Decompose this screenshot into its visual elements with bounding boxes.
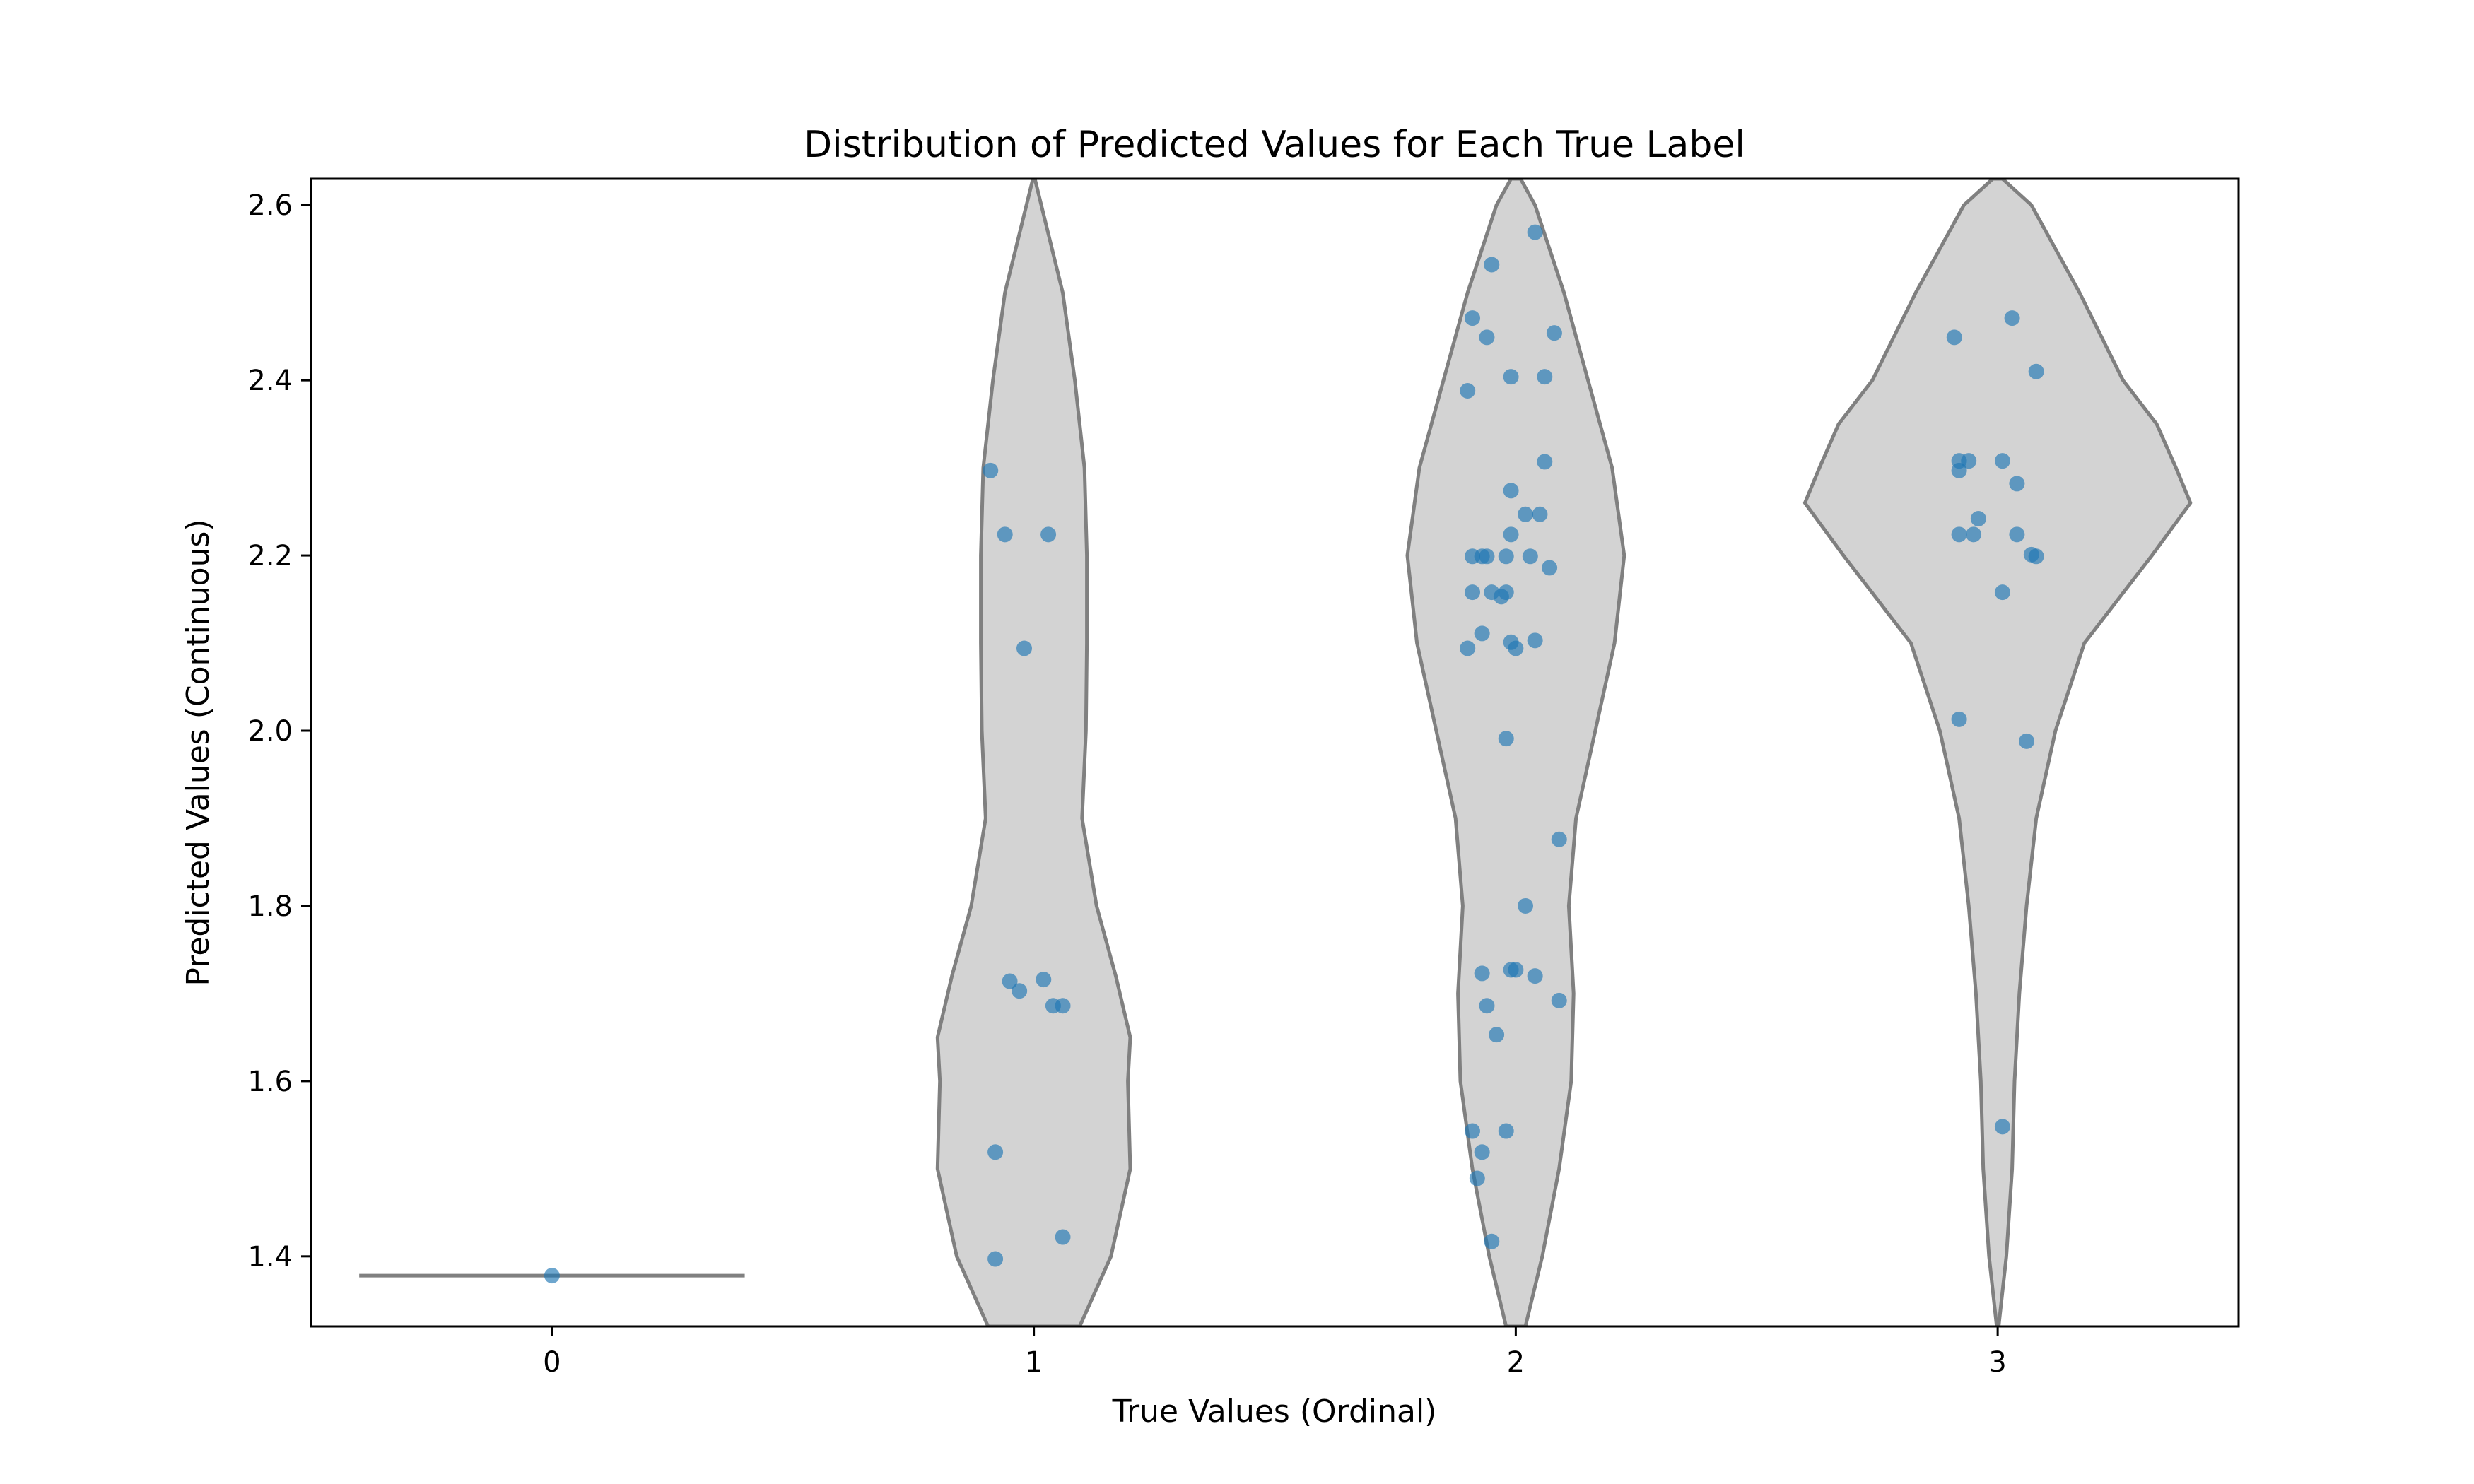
data-point <box>2009 526 2025 543</box>
data-point <box>1951 526 1967 543</box>
data-point <box>1508 962 1524 978</box>
x-tick-label: 0 <box>543 1346 561 1379</box>
data-point <box>1551 992 1567 1008</box>
data-point <box>1994 1119 2010 1135</box>
data-point <box>1489 1027 1505 1043</box>
y-axis-label: Predicted Values (Continuous) <box>180 519 216 986</box>
y-tick-label: 1.6 <box>247 1066 293 1098</box>
data-point <box>1527 632 1543 649</box>
data-point <box>1460 640 1476 656</box>
data-point <box>1465 1123 1481 1139</box>
data-point <box>1469 1170 1485 1186</box>
data-point <box>987 1144 1004 1160</box>
data-point <box>2028 548 2044 565</box>
data-point <box>1518 506 1534 522</box>
data-point <box>1465 584 1481 601</box>
y-tick-label: 2.0 <box>247 715 293 748</box>
data-point <box>1542 560 1558 576</box>
data-point <box>1474 625 1490 642</box>
data-point <box>1484 1233 1500 1249</box>
data-point <box>983 462 999 478</box>
y-tick-label: 2.4 <box>247 365 293 397</box>
chart-title: Distribution of Predicted Values for Eac… <box>804 124 1745 166</box>
data-point <box>2019 733 2035 749</box>
data-point <box>2028 363 2044 379</box>
y-axis: 1.4 1.6 1.8 2.0 2.2 2.4 2.6 <box>247 189 311 1273</box>
x-tick-label: 2 <box>1507 1346 1525 1379</box>
data-point <box>1002 973 1018 989</box>
data-point <box>1036 972 1052 988</box>
x-tick-label: 3 <box>1988 1346 2006 1379</box>
violin-3 <box>1802 179 2193 1326</box>
data-point <box>997 526 1013 543</box>
data-point <box>1537 454 1553 470</box>
y-tick-label: 1.4 <box>247 1241 293 1273</box>
data-point <box>1479 329 1495 346</box>
data-point <box>1532 506 1548 522</box>
data-point <box>1040 526 1057 543</box>
data-point <box>1465 310 1481 326</box>
data-point <box>1527 968 1543 984</box>
data-point <box>544 1268 560 1284</box>
data-point <box>1498 584 1514 601</box>
data-point <box>1498 548 1514 565</box>
y-tick-label: 1.8 <box>247 890 293 923</box>
data-point <box>1994 453 2010 469</box>
data-point <box>1474 1144 1490 1160</box>
data-point <box>1951 711 1967 727</box>
data-point <box>1994 584 2010 601</box>
data-point <box>1966 526 1982 543</box>
data-point <box>1946 329 1962 346</box>
data-point <box>1546 325 1562 341</box>
y-tick-label: 2.6 <box>247 189 293 222</box>
data-point <box>1055 1229 1071 1245</box>
data-point <box>1522 548 1538 565</box>
points-layer <box>544 224 2044 1284</box>
data-point <box>987 1251 1004 1267</box>
data-point <box>2009 476 2025 492</box>
x-tick-label: 1 <box>1025 1346 1043 1379</box>
data-point <box>1551 831 1567 847</box>
plot-frame <box>310 177 2240 1328</box>
data-point <box>1961 453 1977 469</box>
data-point <box>1970 511 1986 527</box>
data-point <box>1518 897 1534 914</box>
data-point <box>1951 462 1967 478</box>
data-point <box>1508 640 1524 656</box>
violin-2 <box>1405 179 1626 1326</box>
data-point <box>1484 257 1500 273</box>
data-point <box>2004 310 2020 326</box>
data-point <box>1527 224 1543 240</box>
violin-layer <box>359 179 2193 1326</box>
data-point <box>1012 983 1028 999</box>
data-point <box>1016 640 1032 656</box>
data-point <box>1479 548 1495 565</box>
data-point <box>1498 1123 1514 1139</box>
x-axis: 0 1 2 3 <box>543 1326 2007 1379</box>
y-tick-label: 2.2 <box>247 540 293 572</box>
data-point <box>1460 383 1476 399</box>
x-axis-label: True Values (Ordinal) <box>1112 1394 1437 1430</box>
data-point <box>1498 731 1514 747</box>
data-point <box>1503 483 1519 499</box>
data-point <box>1479 998 1495 1014</box>
data-point <box>1503 369 1519 385</box>
data-point <box>1503 526 1519 543</box>
data-point <box>1474 965 1490 982</box>
data-point <box>1537 369 1553 385</box>
data-point <box>1055 998 1071 1014</box>
